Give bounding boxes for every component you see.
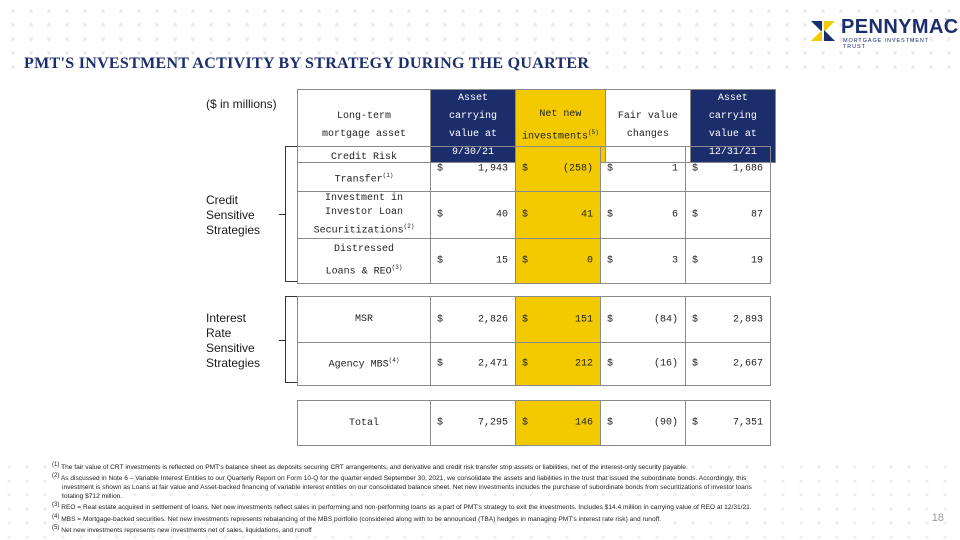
cell-mbs-value-12-31: $2,667 [685,342,771,386]
cell-crt-value-9-30: $1,943 [430,146,516,192]
decorative-dot-pattern-top [0,0,960,70]
cell-mbs-net-new: $212 [515,342,601,386]
footnotes: (1) The fair value of CRT investments is… [52,461,912,535]
cell-dist-net-new: $0 [515,238,601,285]
cell-mbs-value-9-30: $2,471 [430,342,516,386]
cell-ils-net-new: $41 [515,190,601,240]
cell-msr-net-new: $151 [515,296,601,343]
interest-group-label: Interest Rate Sensitive Strategies [206,311,261,370]
table-row: MSR $2,826 $151 $ (84) $2,893 [297,296,771,343]
page-title: PMT'S INVESTMENT ACTIVITY BY STRATEGY DU… [24,55,590,72]
cell-msr-fair-value: $ (84) [600,296,686,343]
logo-tagline: MORTGAGE INVESTMENT TRUST [843,38,929,50]
pennymac-logo: PENNYMAC ™ MORTGAGE INVESTMENT TRUST [810,14,958,50]
credit-group-bracket [279,146,297,282]
page-number: 18 [931,512,944,524]
interest-table: MSR $2,826 $151 $ (84) $2,893 Agency MBS(… [297,296,771,386]
decorative-dot-pattern-bottom [0,460,960,540]
footnote-5: (5) Net new investments represents new i… [52,524,312,534]
row-label-crt: Credit Risk Transfer(1) [297,146,431,192]
cell-ils-fair-value: $6 [600,190,686,240]
cell-dist-value-9-30: $15 [430,238,516,285]
cell-crt-net-new: $ (258) [515,146,601,192]
footnote-4: (4) MBS = Mortgage-backed securities. Ne… [52,513,662,523]
pennymac-logo-icon [811,21,835,41]
row-label-agency-mbs: Agency MBS(4) [297,342,431,386]
cell-crt-fair-value: $1 [600,146,686,192]
cell-mbs-fair-value: $ (16) [600,342,686,386]
cell-msr-value-12-31: $2,893 [685,296,771,343]
table-row: Total $7,295 $146 $ (90) $7,351 [297,400,771,446]
footnote-2: (2) As discussed in Note 6 – Variable In… [52,473,747,483]
table-row: Investment in Investor Loan Securitizati… [297,190,771,240]
interest-group-bracket [279,296,297,383]
logo-name: PENNYMAC [841,16,959,38]
row-label-msr: MSR [297,296,431,343]
cell-total-net-new: $146 [515,400,601,446]
cell-total-fair-value: $ (90) [600,400,686,446]
footnote-1: (1) The fair value of CRT investments is… [52,462,688,472]
units-label: ($ in millions) [206,97,277,111]
table-row: Agency MBS(4) $2,471 $212 $ (16) $2,667 [297,342,771,386]
cell-total-value-9-30: $7,295 [430,400,516,446]
table-row: Credit Risk Transfer(1) $1,943 $ (258) $1… [297,146,771,192]
cell-dist-value-12-31: $19 [685,238,771,285]
cell-msr-value-9-30: $2,826 [430,296,516,343]
total-table: Total $7,295 $146 $ (90) $7,351 [297,400,771,446]
credit-group-label: Credit Sensitive Strategies [206,193,261,237]
row-label-total: Total [297,400,431,446]
footnote-2-cont: investment is shown as Loans at fair val… [62,484,752,492]
row-label-investor-loan: Investment in Investor Loan Securitizati… [297,190,431,240]
cell-crt-value-12-31: $1,686 [685,146,771,192]
cell-ils-value-9-30: $40 [430,190,516,240]
row-label-distressed: Distressed Loans & REO(3) [297,238,431,285]
credit-table: Credit Risk Transfer(1) $1,943 $ (258) $1… [297,146,771,285]
table-row: Distressed Loans & REO(3) $15 $0 $3 $19 [297,238,771,285]
cell-ils-value-12-31: $87 [685,190,771,240]
footnote-2-cont2: totaling $712 million. [62,493,123,501]
footnote-3: (3) REO = Real estate acquired in settle… [52,502,752,512]
logo-trademark: ™ [944,18,949,24]
cell-total-value-12-31: $7,351 [685,400,771,446]
cell-dist-fair-value: $3 [600,238,686,285]
